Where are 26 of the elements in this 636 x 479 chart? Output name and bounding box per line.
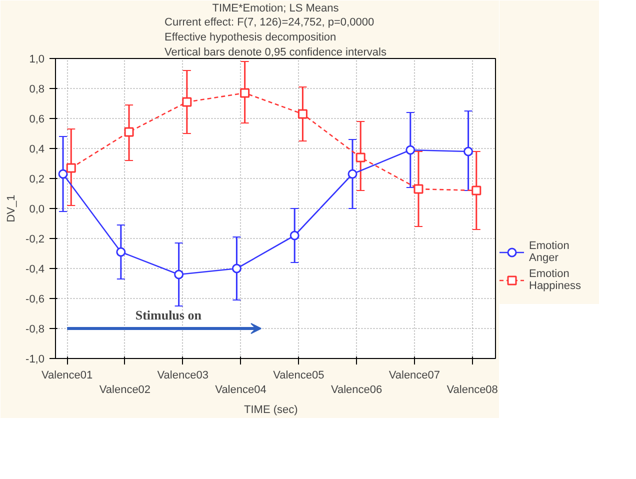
y-tick-label: 0,6 bbox=[29, 114, 45, 126]
legend-label: Emotion Happiness bbox=[529, 266, 582, 293]
annotation: Stimulus on bbox=[135, 308, 202, 322]
y-tick-label: -0,2 bbox=[26, 234, 45, 246]
y-tick-label: 1,0 bbox=[29, 54, 45, 66]
y-tick-label: 0,0 bbox=[29, 204, 45, 216]
x-tick-label: Valence08 bbox=[446, 384, 498, 396]
chart-title: TIME*Emotion; LS Means bbox=[212, 2, 340, 14]
y-tick-label: -0,6 bbox=[26, 294, 45, 306]
y-tick-label: -1,0 bbox=[26, 354, 45, 366]
x-tick-label: Valence02 bbox=[99, 384, 151, 396]
y-tick-label: -0,8 bbox=[26, 324, 45, 336]
y-tick-label: 0,8 bbox=[29, 84, 45, 96]
x-axis-title: TIME (sec) bbox=[244, 404, 298, 416]
x-tick-label: Valence05 bbox=[273, 370, 324, 382]
x-tick-label: Valence07 bbox=[388, 370, 440, 382]
x-tick-label: Valence06 bbox=[330, 384, 382, 396]
x-tick-label: Valence01 bbox=[41, 370, 93, 382]
chart-subtitle: Current effect: F(7, 126)=24,752, p=0,0000 Effective hypothesis decomposition Vertical bars denote 0,95 confidence intervals bbox=[164, 16, 387, 58]
y-tick-label: -0,4 bbox=[26, 264, 45, 276]
x-tick-label: Valence03 bbox=[157, 370, 208, 382]
y-tick-label: 0,4 bbox=[29, 144, 45, 156]
y-axis-title: DV_1 bbox=[6, 194, 18, 222]
legend-label: Emotion Anger bbox=[529, 238, 570, 265]
x-tick-label: Valence04 bbox=[215, 384, 266, 396]
y-tick-label: 0,2 bbox=[29, 174, 45, 186]
